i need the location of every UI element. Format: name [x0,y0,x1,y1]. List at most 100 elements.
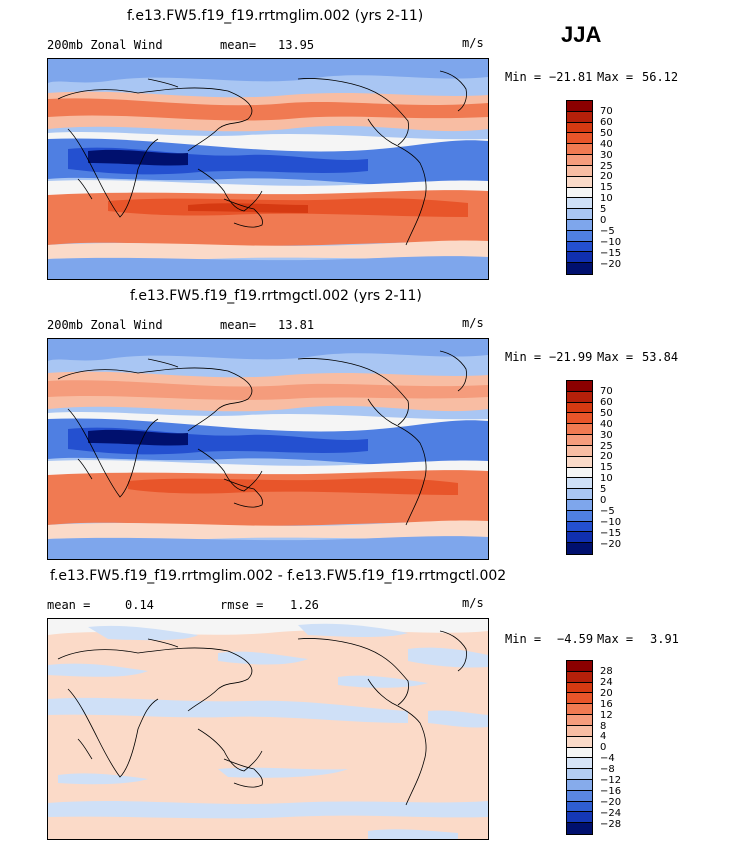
panel2-mean-value: 13.81 [278,318,315,332]
colorbar-swatch [567,176,592,188]
panel1-units: m/s [462,36,484,50]
colorbar-label: 30 [600,429,613,441]
colorbar-swatch [567,402,592,414]
panel2-units: m/s [462,316,484,330]
colorbar-swatch [567,413,592,425]
colorbar-label: −15 [600,247,622,259]
colorbar-swatch [567,209,592,220]
panel1-min-label: Min = [505,70,542,84]
colorbar-swatch [567,725,592,737]
panel3-max-value: 3.91 [650,632,679,646]
panel1-max-value: 56.12 [642,70,679,84]
colorbar-swatch [567,381,592,392]
colorbar-swatch [567,198,592,210]
colorbar-label: 20 [600,687,613,699]
colorbar-swatch [567,812,592,824]
panel2-min-value: −21.99 [549,350,593,364]
colorbar-label: 0 [600,495,607,506]
colorbar-label: 50 [600,407,613,419]
colorbar-label: 5 [600,484,607,496]
panel1-map [47,58,489,280]
colorbar-swatch [567,187,592,199]
colorbar-swatch [567,801,592,813]
panel1-mean-label: mean= [220,38,257,52]
colorbar-swatch [567,758,592,770]
colorbar-label: −8 [600,764,615,776]
colorbar-swatch [567,510,592,522]
colorbar-swatch [567,241,592,253]
colorbar-swatch [567,779,592,791]
colorbar-label: 0 [600,215,607,226]
panel1-mean-value: 13.95 [278,38,315,52]
colorbar-swatch [567,704,592,716]
panel3-mean-value: 0.14 [125,598,154,612]
colorbar-swatch [567,478,592,490]
colorbar-swatch [567,219,592,231]
colorbar-label: −20 [600,258,622,270]
colorbar-swatch [567,489,592,500]
colorbar-label: −20 [600,538,622,550]
colorbar-label: −12 [600,775,622,786]
colorbar-swatch [567,445,592,457]
colorbar-label: 4 [600,731,607,743]
panel3-rmse-value: 1.26 [290,598,319,612]
colorbar-label: 10 [600,473,613,485]
colorbar-swatch [567,823,592,834]
colorbar-label: −28 [600,818,622,830]
colorbar-swatch [567,252,592,264]
colorbar-swatch [567,671,592,683]
colorbar-swatch [567,790,592,802]
panel2-max-label: Max = [597,350,634,364]
colorbar-swatch [567,543,592,554]
colorbar-swatch [567,391,592,403]
panel3-units: m/s [462,596,484,610]
colorbar-label: −16 [600,785,622,797]
colorbar-swatch [567,144,592,156]
colorbar-swatch [567,736,592,748]
colorbar-label: −15 [600,527,622,539]
colorbar-swatch [567,769,592,780]
colorbar-label: 40 [600,138,613,150]
panel1-min-value: −21.81 [549,70,593,84]
colorbar-swatch [567,111,592,123]
colorbar-label: 70 [600,106,613,117]
colorbar-label: 50 [600,127,613,139]
colorbar-label: 28 [600,666,613,677]
colorbar-label: −4 [600,753,615,765]
colorbar-swatch [567,230,592,242]
colorbar-label: 20 [600,451,613,463]
colorbar-label: 16 [600,698,613,710]
colorbar-label: 60 [600,396,613,408]
panel2-colorbar [566,380,593,555]
panel3-rmse-label: rmse = [220,598,264,612]
panel2-min-label: Min = [505,350,542,364]
colorbar-label: 8 [600,720,607,732]
colorbar-label: 20 [600,171,613,183]
colorbar-swatch [567,682,592,694]
colorbar-label: 24 [600,676,613,688]
colorbar-label: 0 [600,742,607,754]
colorbar-swatch [567,133,592,145]
panel3-max-label: Max = [597,632,634,646]
colorbar-label: 25 [600,440,613,452]
colorbar-swatch [567,263,592,274]
panel2-max-value: 53.84 [642,350,679,364]
colorbar-label: 40 [600,418,613,430]
colorbar-swatch [567,499,592,511]
panel2-map [47,338,489,560]
colorbar-swatch [567,693,592,705]
colorbar-label: 15 [600,462,613,474]
panel2-variable: 200mb Zonal Wind [47,318,163,332]
colorbar-label: −24 [600,807,622,819]
colorbar-swatch [567,155,592,166]
colorbar-swatch [567,747,592,759]
colorbar-label: −20 [600,796,622,808]
colorbar-label: 25 [600,160,613,172]
colorbar-swatch [567,101,592,112]
colorbar-swatch [567,122,592,134]
panel1-max-label: Max = [597,70,634,84]
colorbar-swatch [567,435,592,446]
colorbar-label: 15 [600,182,613,194]
colorbar-swatch [567,532,592,544]
colorbar-label: −10 [600,236,622,248]
